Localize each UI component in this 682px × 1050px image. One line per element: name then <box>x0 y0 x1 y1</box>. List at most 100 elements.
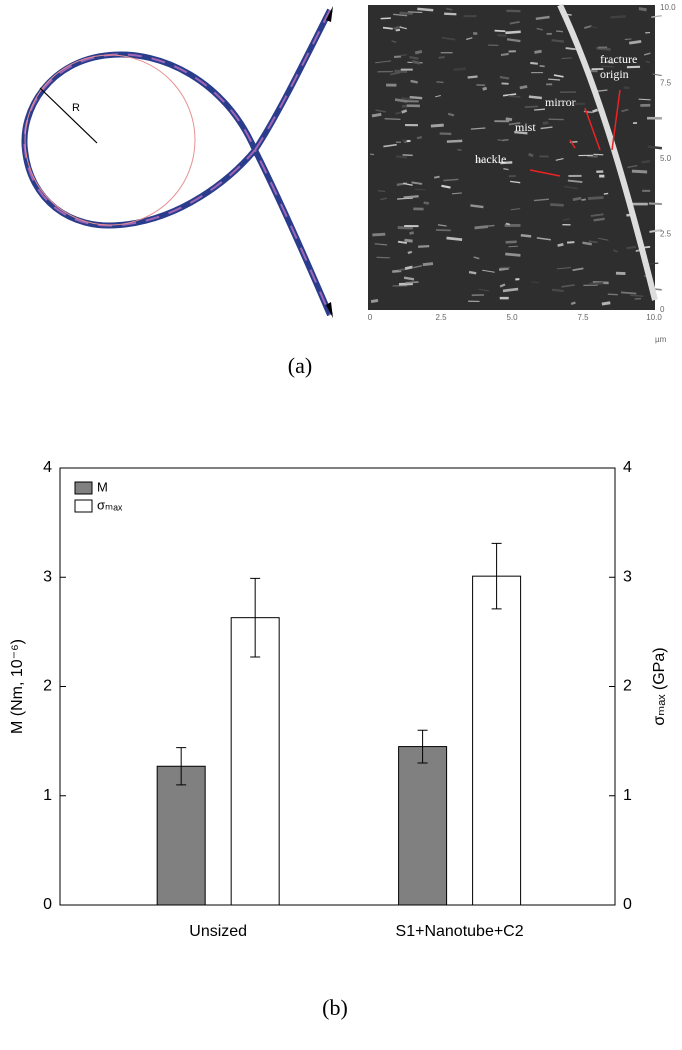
texture <box>399 11 413 15</box>
texture <box>446 236 463 242</box>
texture <box>397 226 413 230</box>
texture <box>631 169 648 174</box>
texture <box>520 234 532 238</box>
texture <box>607 293 618 296</box>
texture <box>505 222 511 226</box>
error-bar <box>250 577 261 658</box>
sem-annotation: mirror <box>545 95 576 109</box>
sem-x-tick: 7.5 <box>577 313 589 322</box>
texture <box>551 288 564 293</box>
texture <box>389 71 401 76</box>
texture <box>375 60 392 64</box>
texture <box>556 267 571 270</box>
texture <box>649 229 662 233</box>
texture <box>414 50 423 55</box>
texture <box>437 224 447 227</box>
texture <box>623 86 630 90</box>
y-tick-label: 0 <box>43 896 52 913</box>
y2-axis-label: σₘₐₓ (GPa) <box>651 647 668 725</box>
texture <box>534 108 545 111</box>
texture <box>500 52 509 56</box>
sem-annotation: hackle <box>475 152 506 166</box>
texture <box>561 284 575 288</box>
texture <box>564 185 578 190</box>
texture <box>400 54 407 56</box>
texture <box>375 109 386 113</box>
texture <box>510 208 521 211</box>
texture <box>407 11 423 13</box>
texture <box>548 78 561 81</box>
texture <box>377 190 386 193</box>
bar <box>230 617 280 906</box>
texture <box>404 238 413 243</box>
texture <box>508 95 521 98</box>
texture <box>499 283 506 288</box>
texture <box>451 192 462 195</box>
texture <box>610 15 626 19</box>
sem-annotation: mist <box>515 120 536 134</box>
y-tick-label: 3 <box>43 568 52 585</box>
texture <box>514 130 528 135</box>
texture <box>482 86 488 91</box>
texture <box>648 202 662 206</box>
texture <box>423 201 430 205</box>
texture <box>445 7 453 11</box>
texture <box>596 46 611 51</box>
legend-swatch <box>74 481 93 495</box>
texture <box>395 28 401 32</box>
texture <box>587 196 604 200</box>
texture <box>652 73 662 77</box>
y-tick-label: 4 <box>43 459 52 476</box>
texture <box>382 26 393 30</box>
y2-tick-label: 2 <box>623 678 632 695</box>
texture <box>533 198 550 202</box>
sem-y-tick: 7.5 <box>660 79 672 88</box>
texture <box>395 111 402 115</box>
texture <box>510 180 521 184</box>
error-bar <box>417 729 428 764</box>
texture <box>396 155 408 159</box>
texture <box>603 192 609 195</box>
texture <box>370 299 379 303</box>
texture <box>401 109 408 114</box>
texture <box>505 117 513 122</box>
texture <box>443 178 459 182</box>
texture <box>468 270 477 275</box>
texture <box>391 40 397 43</box>
texture <box>392 269 402 273</box>
texture <box>397 197 413 200</box>
texture <box>505 252 521 257</box>
texture <box>519 85 528 90</box>
texture <box>620 291 637 295</box>
texture <box>553 74 564 78</box>
x-tick-label: Unsized <box>189 923 247 940</box>
texture <box>478 288 490 292</box>
x-tick-label: S1+Nanotube+C2 <box>396 923 524 940</box>
texture <box>505 240 517 244</box>
texture <box>535 15 550 20</box>
texture <box>410 79 418 84</box>
bar <box>156 765 206 906</box>
texture <box>540 126 553 130</box>
texture <box>647 145 663 150</box>
y2-tick-label: 1 <box>623 787 632 804</box>
legend-swatch <box>74 499 93 513</box>
texture <box>645 60 651 63</box>
texture <box>528 95 543 100</box>
texture <box>572 267 584 272</box>
texture <box>499 75 510 80</box>
texture <box>470 204 484 209</box>
sem-unit: µm <box>655 335 667 344</box>
y2-tick-label: 0 <box>623 896 632 913</box>
texture <box>393 13 408 17</box>
texture <box>411 60 420 65</box>
y-tick-label: 1 <box>43 787 52 804</box>
texture <box>417 7 434 12</box>
y-tick-label: 2 <box>43 678 52 695</box>
texture <box>530 61 538 65</box>
texture <box>651 15 662 18</box>
sem-x-tick: 10.0 <box>646 313 662 322</box>
texture <box>418 245 430 248</box>
y2-tick-label: 4 <box>623 459 632 476</box>
